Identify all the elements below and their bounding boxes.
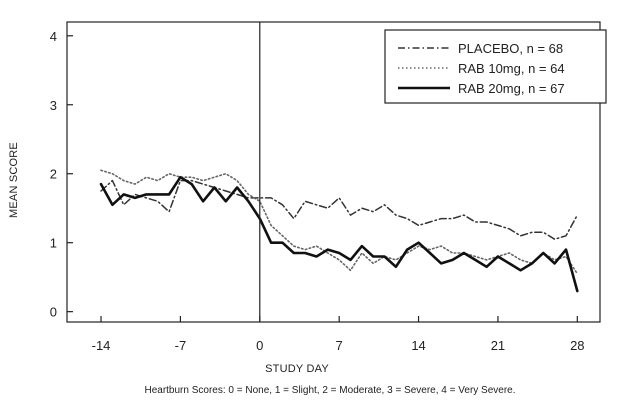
series-line-0 (100, 179, 579, 240)
x-tick-label: 0 (256, 338, 263, 353)
y-axis-title: MEAN SCORE (8, 142, 20, 218)
legend-label-1: RAB 10mg, n = 64 (458, 61, 565, 76)
x-tick-label: 7 (336, 338, 343, 353)
x-tick-label: 21 (491, 338, 505, 353)
legend-box (384, 29, 607, 104)
y-tick-label: 3 (50, 98, 57, 113)
x-tick-label: 28 (570, 338, 584, 353)
series-group (99, 169, 579, 293)
x-tick-label: 14 (411, 338, 425, 353)
y-tick-label: 2 (50, 167, 57, 182)
legend-label-0: PLACEBO, n = 68 (458, 41, 563, 56)
legend-label-2: RAB 20mg, n = 67 (458, 81, 565, 96)
y-tick-label: 4 (50, 29, 57, 44)
y-tick-label: 0 (50, 305, 57, 320)
footnote: Heartburn Scores: 0 = None, 1 = Slight, … (144, 385, 515, 396)
legend: PLACEBO, n = 68 RAB 10mg, n = 64 RAB 20mg,… (384, 29, 607, 104)
series-line-1 (100, 169, 579, 275)
x-tick-label: -14 (92, 338, 111, 353)
y-tick-label: 1 (50, 236, 57, 251)
x-tick-label: -7 (175, 338, 187, 353)
x-axis-title: STUDY DAY (265, 363, 329, 375)
axes: 0 1 2 3 4 -14 -7 0 7 14 21 28 (50, 21, 601, 353)
plot-frame (66, 21, 601, 323)
series-line-2 (99, 175, 579, 293)
